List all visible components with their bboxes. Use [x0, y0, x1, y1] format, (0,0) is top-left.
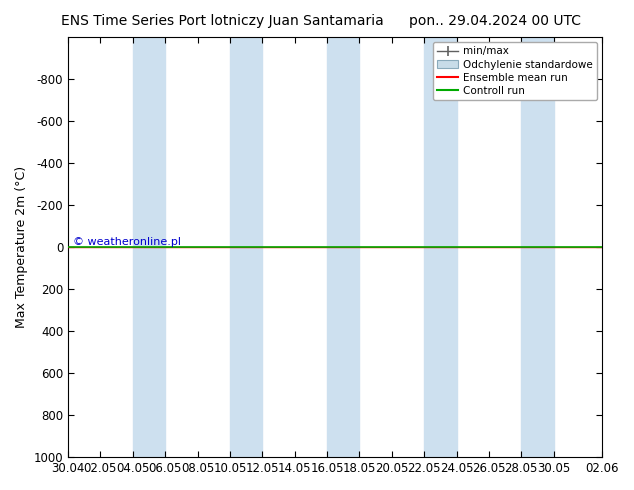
Bar: [133, 37, 165, 457]
Bar: [230, 37, 262, 457]
Y-axis label: Max Temperature 2m (°C): Max Temperature 2m (°C): [15, 166, 28, 328]
Text: ENS Time Series Port lotniczy Juan Santamaria: ENS Time Series Port lotniczy Juan Santa…: [60, 14, 384, 28]
Bar: [424, 37, 456, 457]
Text: pon.. 29.04.2024 00 UTC: pon.. 29.04.2024 00 UTC: [408, 14, 581, 28]
Bar: [327, 37, 359, 457]
Bar: [521, 37, 553, 457]
Text: © weatheronline.pl: © weatheronline.pl: [74, 237, 181, 247]
Legend: min/max, Odchylenie standardowe, Ensemble mean run, Controll run: min/max, Odchylenie standardowe, Ensembl…: [433, 42, 597, 100]
